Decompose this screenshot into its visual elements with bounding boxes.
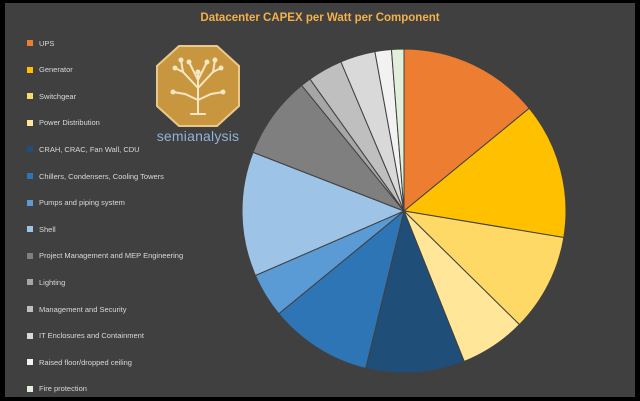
legend-label: Generator <box>39 65 73 75</box>
legend-swatch <box>27 279 33 286</box>
legend-swatch <box>27 93 33 100</box>
legend-swatch <box>27 146 33 153</box>
legend-item: Project Management and MEP Engineering <box>27 250 183 262</box>
pie-slice <box>390 48 405 212</box>
legend-swatch <box>27 66 33 73</box>
legend-label: IT Enclosures and Containment <box>39 331 144 341</box>
legend-swatch <box>27 173 33 179</box>
chart-title: Datacenter CAPEX per Watt per Component <box>200 12 440 24</box>
legend: UPS Generator Switchgear Power Distribution… <box>27 3 237 397</box>
legend-label: Fire protection <box>39 384 87 394</box>
pie-slice <box>402 107 567 239</box>
legend-item: Chillers, Condensers, Cooling Towers <box>27 170 164 182</box>
legend-label: Switchgear <box>39 91 77 101</box>
legend-label: Pumps and piping system <box>39 198 125 208</box>
pie-chart <box>241 48 567 374</box>
legend-label: Power Distribution <box>39 118 100 128</box>
legend-item: Raised floor/dropped ceiling <box>27 356 132 368</box>
pie-slice <box>402 210 565 326</box>
legend-item: Lighting <box>27 276 65 288</box>
legend-swatch <box>27 306 33 312</box>
legend-item: IT Enclosures and Containment <box>27 330 144 342</box>
legend-label: CRAH, CRAC, Fan Wall, CDU <box>39 144 140 154</box>
legend-swatch <box>27 359 33 366</box>
legend-label: Project Management and MEP Engineering <box>39 251 184 261</box>
legend-label: Shell <box>39 224 56 234</box>
legend-item: UPS <box>27 37 54 49</box>
tree-emblem-icon <box>156 45 240 127</box>
legend-swatch <box>27 199 33 206</box>
legend-swatch <box>27 119 33 126</box>
legend-label: Lighting <box>39 277 66 287</box>
pie-slice <box>241 151 406 277</box>
legend-item: CRAH, CRAC, Fan Wall, CDU <box>27 143 140 155</box>
semianalysis-logo: semianalysis <box>153 44 243 149</box>
logo-wordmark: semianalysis <box>156 128 240 144</box>
legend-swatch <box>27 332 33 339</box>
legend-item: Management and Security <box>27 303 127 315</box>
pie-slice <box>278 209 405 370</box>
legend-label: Management and Security <box>39 304 127 314</box>
legend-swatch <box>27 252 33 259</box>
legend-label: Raised floor/dropped ceiling <box>39 357 132 367</box>
legend-label: UPS <box>39 38 55 48</box>
legend-item: Power Distribution <box>27 117 100 129</box>
legend-swatch <box>27 226 33 233</box>
legend-swatch <box>27 40 33 46</box>
legend-item: Pumps and piping system <box>27 197 125 209</box>
legend-item: Fire protection <box>27 383 87 395</box>
legend-item: Shell <box>27 223 56 235</box>
pie-slice <box>403 48 530 213</box>
legend-swatch <box>27 385 33 392</box>
legend-item: Generator <box>27 64 73 76</box>
legend-label: Chillers, Condensers, Cooling Towers <box>39 171 164 181</box>
legend-item: Switchgear <box>27 90 76 102</box>
chart-frame: Datacenter CAPEX per Watt per Component … <box>5 3 635 397</box>
pie-slice <box>365 209 465 374</box>
